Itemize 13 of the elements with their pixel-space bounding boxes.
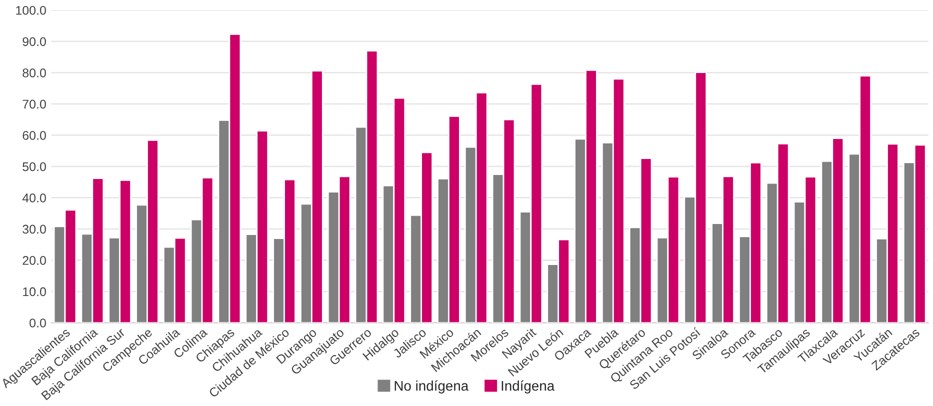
y-tick-label: 60.0 [22, 131, 46, 140]
y-tick-label: 100.0 [16, 6, 46, 15]
y-tick-label: 30.0 [22, 224, 46, 234]
legend-label: Indígena [502, 380, 555, 394]
y-tick-label: 20.0 [22, 256, 46, 265]
y-tick-label: 10.0 [23, 287, 46, 296]
y-tick-label: 80.0 [22, 68, 46, 78]
y-tick-label: 40.0 [22, 194, 46, 202]
y-tick-label: 50.0 [22, 162, 46, 172]
legend-label: No indígena [394, 380, 469, 394]
y-tick-label: 0.0 [30, 318, 46, 328]
y-tick-label: 90.0 [22, 37, 46, 46]
y-tick-label: 70.0 [22, 100, 46, 109]
